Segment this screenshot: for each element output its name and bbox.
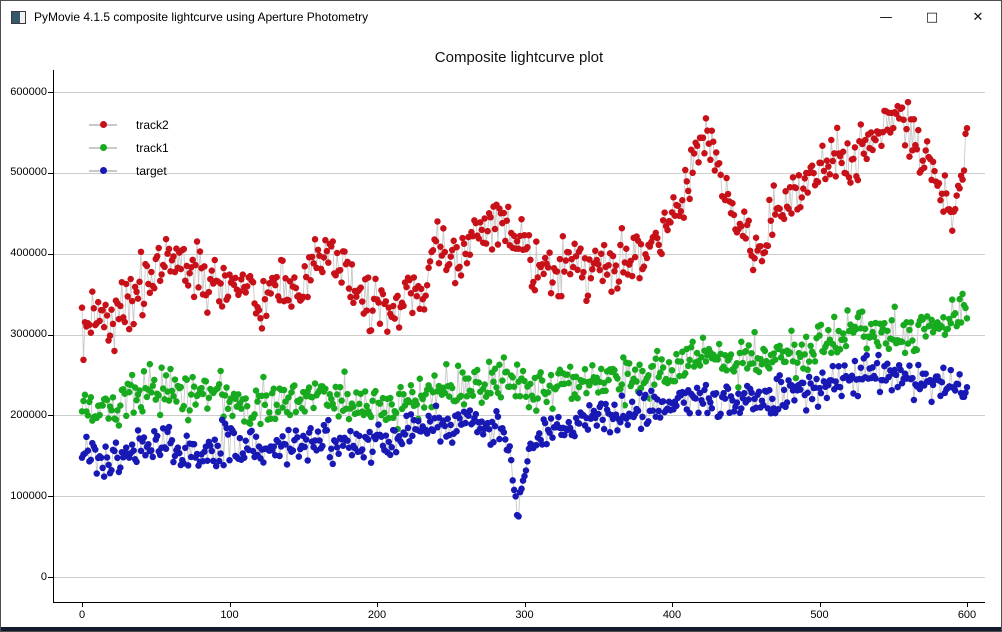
legend-marker-dot	[99, 167, 107, 174]
app-icon	[11, 10, 26, 24]
x-tick-label: 0	[78, 609, 86, 621]
window-title: PyMovie 4.1.5 composite lightcurve using…	[34, 10, 369, 24]
legend-symbol	[89, 167, 117, 174]
y-tick-label: 100000	[10, 489, 47, 502]
window-bottom-edge	[1, 627, 1001, 631]
legend-label: track1	[136, 140, 169, 155]
legend: track2 track1 target	[89, 113, 169, 182]
x-tick-label: 500	[810, 609, 829, 621]
lightcurve-canvas	[1, 33, 1001, 627]
window-controls: — □ ✕	[863, 1, 1001, 33]
legend-marker-dot	[99, 144, 107, 151]
y-tick-label: 400000	[10, 247, 47, 260]
y-tick-label: 500000	[10, 166, 47, 179]
legend-marker-dot	[99, 121, 107, 128]
legend-entry-track2: track2	[89, 113, 169, 136]
x-tick-label: 600	[957, 609, 977, 621]
legend-symbol	[89, 121, 117, 128]
x-tick-label: 300	[515, 609, 534, 621]
legend-label: track2	[136, 117, 169, 132]
x-tick-label: 400	[662, 609, 682, 621]
x-tick-label: 100	[220, 609, 239, 621]
y-tick-label: 0	[40, 570, 47, 583]
x-tick-label: 200	[367, 609, 387, 621]
maximize-button[interactable]: □	[909, 1, 955, 33]
close-button[interactable]: ✕	[955, 1, 1001, 33]
plot-title: Composite lightcurve plot	[434, 49, 604, 66]
y-tick-label: 200000	[10, 408, 47, 421]
legend-entry-target: target	[89, 159, 169, 182]
plot-region: Composite lightcurve plot track2 track1	[1, 33, 1001, 627]
y-tick-label: 600000	[10, 85, 47, 98]
minimize-button[interactable]: —	[863, 1, 909, 33]
legend-symbol	[89, 144, 117, 151]
title-bar[interactable]: PyMovie 4.1.5 composite lightcurve using…	[1, 1, 1001, 33]
y-tick-label: 300000	[10, 328, 47, 340]
legend-label: target	[136, 163, 167, 178]
legend-entry-track1: track1	[89, 136, 169, 159]
